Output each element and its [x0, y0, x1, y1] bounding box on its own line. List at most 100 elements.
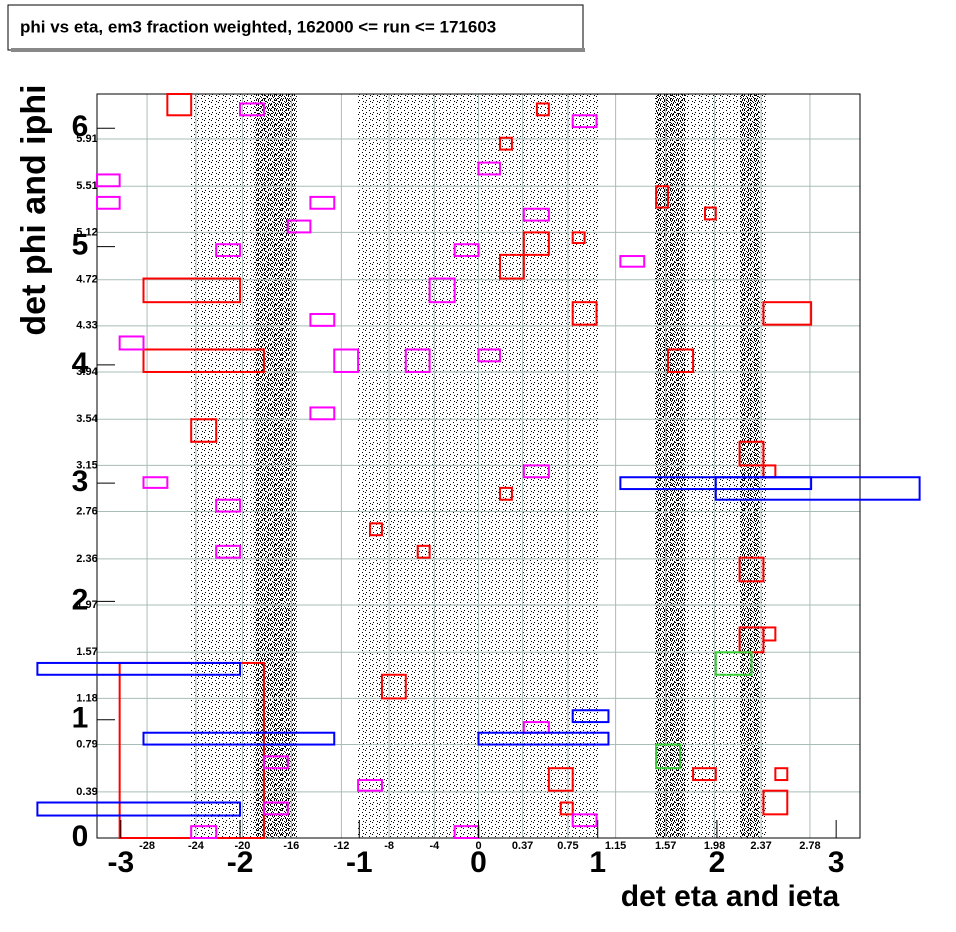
box: [619, 255, 646, 268]
box: [522, 207, 550, 222]
box: [142, 277, 242, 304]
box: [428, 277, 456, 304]
y-tick-label: 6: [72, 110, 89, 143]
grid: [97, 94, 860, 838]
box: [571, 709, 610, 724]
point-cloud: [191, 94, 767, 838]
x-tick-label: -1: [346, 846, 373, 879]
x2-tick-label: 2.78: [799, 840, 820, 852]
box: [166, 93, 193, 117]
y2-tick-label: 2.36: [76, 553, 97, 565]
x-tick-label: 2: [709, 846, 726, 879]
y2-tick-label: 5.91: [76, 133, 97, 145]
box: [309, 406, 336, 421]
y2-tick-label: 0.79: [76, 738, 97, 750]
y2-tick-label: 1.18: [76, 692, 97, 704]
x-tick-label: 3: [828, 846, 845, 879]
box: [571, 231, 586, 245]
x2-tick-label: -8: [384, 840, 394, 852]
box: [380, 673, 407, 700]
box: [142, 731, 336, 746]
box: [535, 102, 550, 117]
x-tick-label: 0: [470, 846, 487, 879]
x-tick-label: 1: [589, 846, 606, 879]
box: [190, 825, 218, 839]
box: [215, 498, 242, 513]
box: [416, 544, 431, 559]
box: [190, 418, 218, 443]
box: [286, 219, 312, 234]
x2-tick-label: 0.75: [557, 840, 578, 852]
y2-tick-label: 3.94: [76, 366, 98, 378]
box: [571, 301, 598, 326]
box: [714, 651, 753, 676]
x2-tick-label: 0.37: [512, 840, 533, 852]
box: [774, 767, 789, 782]
box: [142, 348, 265, 373]
box: [118, 335, 145, 351]
y2-tick-label: 2.76: [76, 505, 97, 517]
title-frame: [7, 4, 584, 51]
y-axis-label: det phi and iphi: [15, 84, 53, 335]
box: [309, 195, 336, 210]
y-tick-label: 0: [72, 820, 89, 853]
box: [142, 476, 169, 489]
y2-tick-label: 4.72: [76, 274, 97, 286]
box: [262, 755, 289, 770]
box: [215, 243, 242, 258]
box: [453, 243, 480, 258]
box: [357, 779, 383, 792]
boxes: [36, 93, 921, 839]
x2-tick-label: 0: [475, 840, 481, 852]
y2-tick-label: 5.51: [76, 180, 97, 192]
y-tick-label: 3: [72, 465, 89, 498]
y2-tick-label: 1.57: [76, 646, 97, 658]
box: [571, 813, 598, 828]
y-tick-label: 2: [72, 583, 89, 616]
y2-tick-label: 3.15: [76, 459, 97, 471]
box: [547, 767, 574, 792]
y-tick-label: 4: [72, 347, 89, 380]
box: [762, 626, 777, 642]
box: [498, 253, 525, 280]
box: [477, 348, 501, 363]
y2-tick-label: 4.33: [76, 320, 97, 332]
box: [738, 556, 765, 583]
chart-title: phi vs eta, em3 fraction weighted, 16200…: [20, 17, 496, 36]
x2-tick-label: -20: [234, 840, 250, 852]
box: [704, 206, 717, 221]
box: [655, 185, 670, 209]
x2-tick-label: -12: [333, 840, 349, 852]
box: [477, 161, 501, 176]
box: [762, 301, 813, 326]
box: [571, 114, 598, 129]
box: [333, 348, 360, 373]
x2-tick-label: -4: [429, 840, 440, 852]
y2-tick-label: 3.54: [76, 413, 98, 425]
y2-tick-label: 5.12: [76, 226, 97, 238]
x2-tick-label: 1.15: [605, 840, 626, 852]
box: [522, 464, 550, 479]
x-tick-label: -3: [108, 846, 135, 879]
x2-tick-label: -16: [283, 840, 299, 852]
y-tick-label: 5: [72, 229, 89, 262]
x2-tick-label: 1.57: [655, 840, 676, 852]
box: [36, 801, 242, 817]
box: [559, 801, 574, 816]
box: [404, 348, 431, 373]
y2-tick-label: 0.39: [76, 786, 97, 798]
box: [498, 136, 513, 151]
x2-tick-label: 2.37: [750, 840, 771, 852]
title-shadow: [11, 48, 585, 52]
box: [96, 195, 121, 210]
x2-tick-label: 1.98: [704, 840, 725, 852]
box: [477, 731, 610, 746]
box: [667, 348, 695, 373]
box: [36, 661, 242, 676]
x-tick-label: -2: [227, 846, 254, 879]
x-axis-label: det eta and ieta: [621, 880, 840, 913]
box: [522, 231, 550, 256]
box: [369, 522, 383, 537]
y-tick-label: 1: [72, 702, 89, 735]
